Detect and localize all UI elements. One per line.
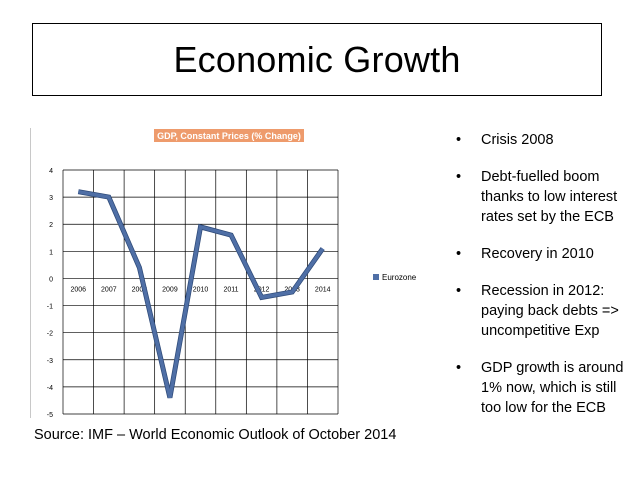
y-axis-ticks: 4 3 2 1 0 -1 -2 -3 -4 -5 <box>47 168 53 418</box>
y-tick-label: -2 <box>47 331 53 338</box>
bullet-symbol: • <box>456 246 462 262</box>
bullet-item: • Recovery in 2010 <box>456 244 634 264</box>
y-tick-label: -5 <box>47 412 53 418</box>
x-tick-label: 2008 <box>132 286 148 293</box>
bullet-item: • Debt-fuelled boom thanks to low interes… <box>456 167 634 227</box>
y-tick-label: -1 <box>47 304 53 311</box>
y-tick-label: -3 <box>47 358 53 365</box>
legend: Eurozone <box>373 273 417 282</box>
series-line-eurozone <box>77 189 325 399</box>
bullet-symbol: • <box>456 132 462 148</box>
bullet-list: • Crisis 2008 • Debt-fuelled boom thanks t… <box>456 130 634 435</box>
series-layer <box>77 189 325 399</box>
bullet-text: Recovery in 2010 <box>481 246 594 262</box>
y-tick-label: 1 <box>49 249 53 256</box>
bullet-item: • GDP growth is around 1% now, which is s… <box>456 358 634 418</box>
y-tick-label: 0 <box>49 276 53 283</box>
x-tick-label: 2014 <box>315 286 331 293</box>
bullet-symbol: • <box>456 169 462 185</box>
bullet-text: GDP growth is around 1% now, which is st… <box>481 360 624 416</box>
bullet-symbol: • <box>456 360 462 376</box>
bullet-item: • Crisis 2008 <box>456 130 634 150</box>
x-tick-label: 2006 <box>70 286 86 293</box>
source-note: Source: IMF – World Economic Outlook of … <box>34 427 397 443</box>
bullet-text: Debt-fuelled boom thanks to low interest… <box>481 169 618 225</box>
title-box: Economic Growth <box>32 23 602 96</box>
x-tick-label: 2007 <box>101 286 117 293</box>
x-tick-label: 2009 <box>162 286 178 293</box>
bullet-symbol: • <box>456 283 462 299</box>
chart-title-bg <box>154 129 304 142</box>
y-tick-label: -4 <box>47 385 53 392</box>
x-tick-label: 2012 <box>254 286 270 293</box>
y-tick-label: 4 <box>49 168 53 175</box>
y-tick-label: 3 <box>49 195 53 202</box>
grid <box>62 169 339 415</box>
chart-svg: GDP, Constant Prices (% Change) 4 3 2 1 0 -1 -… <box>30 128 417 418</box>
x-tick-label: 2011 <box>224 286 239 293</box>
slide-title: Economic Growth <box>173 38 461 80</box>
legend-swatch <box>373 274 379 280</box>
gdp-chart: GDP, Constant Prices (% Change) 4 3 2 1 0 -1 -… <box>30 128 438 418</box>
bullet-item: • Recession in 2012: paying back debts =>… <box>456 281 634 341</box>
y-tick-label: 2 <box>49 222 53 229</box>
x-tick-label: 2010 <box>193 286 209 293</box>
bullet-text: Recession in 2012: paying back debts => … <box>481 283 619 339</box>
chart-title: GDP, Constant Prices (% Change) <box>157 131 301 141</box>
bullet-text: Crisis 2008 <box>481 132 554 148</box>
legend-label-eurozone: Eurozone <box>382 273 417 282</box>
